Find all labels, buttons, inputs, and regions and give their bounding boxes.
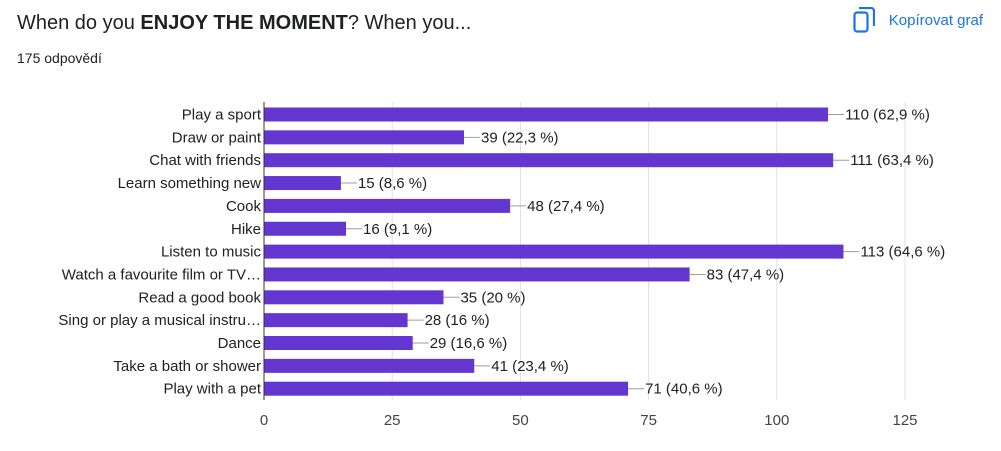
data-label: 16 (9,1 %): [363, 221, 432, 238]
category-label: Listen to music: [161, 244, 262, 261]
x-tick-label: 0: [260, 412, 268, 429]
category-label: Play a sport: [182, 107, 262, 124]
title-prefix: When do you: [17, 12, 141, 34]
bar: [264, 130, 464, 145]
chart-title: When do you ENJOY THE MOMENT? When you..…: [17, 9, 471, 37]
bar: [264, 176, 341, 191]
copy-chart-button[interactable]: Kopírovat graf: [849, 4, 987, 36]
bar: [264, 290, 444, 305]
bar: [264, 313, 408, 328]
category-label: Play with a pet: [163, 381, 261, 398]
category-label: Dance: [218, 335, 261, 352]
x-tick-label: 100: [764, 412, 789, 429]
category-label: Watch a favourite film or TV…: [62, 266, 261, 283]
copy-icon: [853, 7, 875, 33]
bar: [264, 267, 690, 282]
x-tick-label: 50: [512, 412, 529, 429]
category-label: Chat with friends: [149, 152, 261, 169]
data-label: 113 (64,6 %): [860, 244, 945, 261]
category-label: Cook: [226, 198, 262, 215]
category-label: Hike: [231, 221, 261, 238]
category-label: Take a bath or shower: [113, 358, 261, 375]
x-tick-label: 25: [384, 412, 401, 429]
bar: [264, 358, 475, 373]
bar: [264, 381, 629, 396]
x-tick-label: 75: [640, 412, 657, 429]
data-label: 71 (40,6 %): [645, 381, 723, 398]
bar: [264, 221, 347, 236]
bar: [264, 336, 413, 350]
bar: [264, 244, 844, 259]
data-label: 29 (16,6 %): [430, 335, 508, 352]
category-label: Sing or play a musical instru…: [58, 312, 261, 329]
response-count: 175 odpovědí: [17, 50, 102, 66]
data-label: 111 (63,4 %): [850, 152, 934, 169]
bar: [264, 107, 829, 122]
category-label: Draw or paint: [172, 129, 262, 146]
data-label: 83 (47,4 %): [707, 266, 785, 283]
data-label: 39 (22,3 %): [481, 129, 559, 146]
bar-chart: 0 25 50 75 100 125 Play a sport 110 (62,9 %) Dra…: [58, 102, 945, 429]
title-suffix: ? When you...: [347, 12, 472, 34]
category-label: Learn something new: [118, 175, 262, 192]
title-emphasis: ENJOY THE MOMENT: [140, 12, 348, 34]
x-tick-label: 125: [892, 412, 917, 429]
data-label: 28 (16 %): [425, 312, 490, 329]
category-label: Read a good book: [138, 289, 261, 306]
copy-chart-label: Kopírovat graf: [888, 11, 983, 29]
data-label: 35 (20 %): [460, 289, 525, 306]
data-label: 110 (62,9 %): [845, 107, 930, 124]
data-label: 48 (27,4 %): [527, 198, 605, 215]
data-label: 15 (8,6 %): [358, 175, 427, 192]
bar: [264, 198, 511, 213]
bar: [264, 153, 834, 168]
data-label: 41 (23,4 %): [491, 358, 569, 375]
